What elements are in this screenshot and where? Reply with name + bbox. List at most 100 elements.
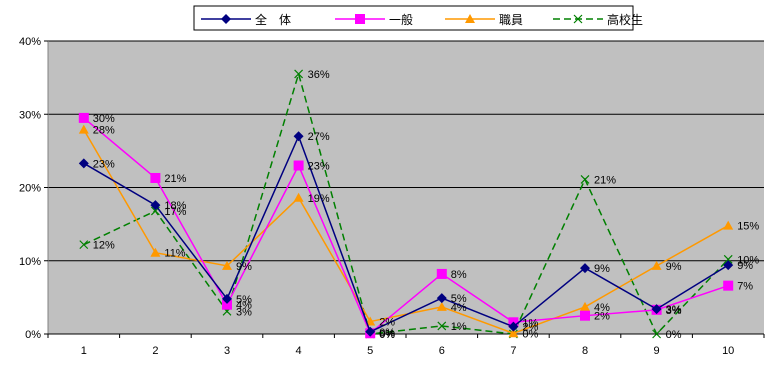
y-tick-label: 0% [25, 329, 41, 341]
data-point [580, 310, 590, 321]
data-label: 23% [308, 161, 330, 173]
series-line [83, 117, 729, 335]
data-label: 21% [594, 174, 616, 186]
data-point [78, 112, 89, 123]
data-label: 1% [451, 321, 467, 333]
data-point [573, 14, 583, 24]
data-point [365, 326, 376, 337]
data-label: 2% [379, 317, 395, 329]
data-point [293, 131, 304, 142]
data-label: 2% [594, 311, 610, 323]
y-tick-label: 10% [19, 256, 41, 268]
data-point [221, 14, 231, 24]
data-point [580, 263, 590, 274]
x-tick-label: 8 [582, 345, 588, 357]
series-1 [78, 131, 734, 337]
data-point [355, 14, 365, 24]
data-label: 0% [522, 328, 538, 340]
data-label: 30% [93, 113, 115, 125]
x-tick-label: 7 [510, 345, 516, 357]
data-point [222, 293, 232, 304]
data-point [78, 124, 89, 134]
data-point [436, 293, 447, 304]
data-label: 0% [379, 327, 395, 339]
data-label: 3% [666, 305, 682, 317]
data-point [508, 328, 519, 338]
data-label: 1% [522, 317, 538, 329]
data-point [437, 321, 447, 331]
data-point [652, 329, 662, 339]
x-tick-label: 1 [81, 345, 87, 357]
x-axis-ticks: 1 2 3 4 5 6 7 8 9 10 [47, 334, 765, 357]
data-label: 5% [451, 293, 467, 305]
data-label: 8% [451, 269, 467, 281]
data-labels: 12%17%3%36%0%1%21%0%10%28%11%9%19%2%4%0%… [93, 69, 760, 341]
data-point [723, 254, 733, 264]
data-point [79, 240, 89, 250]
data-point [580, 301, 590, 311]
legend-label: 一般 [389, 12, 413, 27]
data-label: 19% [308, 193, 330, 205]
data-point [293, 160, 304, 171]
data-point [436, 301, 447, 311]
data-label: 11% [164, 248, 185, 260]
legend-label: 職員 [499, 13, 523, 27]
y-axis-ticks: 0% 10% 20% 30% 40% [19, 36, 48, 341]
data-label: 0% [379, 329, 395, 341]
x-tick-label: 5 [367, 345, 373, 357]
series-group [78, 69, 734, 339]
data-label: 9% [236, 261, 252, 273]
data-label: 27% [308, 131, 330, 143]
data-label: 10% [737, 254, 759, 266]
x-tick-label: 2 [152, 345, 158, 357]
data-point [723, 220, 734, 230]
data-label: 9% [666, 261, 682, 273]
data-label: 5% [236, 294, 252, 306]
data-label: 4% [594, 302, 610, 314]
data-label: 7% [737, 281, 753, 293]
x-tick-label: 9 [654, 345, 660, 357]
legend-label: 全 体 [255, 12, 291, 27]
series-line [83, 134, 729, 333]
legend-label: 高校生 [607, 12, 643, 27]
data-point [78, 158, 89, 169]
data-label: 3% [236, 306, 252, 318]
data-point [580, 175, 590, 184]
x-tick-label: 10 [722, 345, 734, 357]
data-label: 21% [164, 173, 186, 185]
data-point [723, 280, 734, 291]
data-label: 28% [93, 125, 115, 137]
data-label: 2% [522, 322, 538, 334]
data-point [651, 304, 662, 315]
data-point [651, 260, 662, 270]
legend: 全 体 一般 職員 高校生 [193, 5, 643, 31]
data-point [723, 260, 734, 271]
data-label: 18% [164, 200, 186, 212]
data-label: 17% [164, 206, 186, 218]
data-point [222, 260, 232, 270]
data-label: 4% [451, 302, 467, 314]
data-point [222, 299, 232, 310]
y-tick-label: 40% [19, 36, 41, 48]
data-point [293, 192, 304, 202]
x-tick-label: 6 [439, 345, 445, 357]
data-label: 12% [93, 240, 115, 252]
y-tick-label: 30% [19, 109, 41, 121]
data-point [436, 268, 447, 279]
data-point [150, 200, 161, 211]
data-label: 0% [379, 328, 395, 340]
data-label: 3% [666, 304, 682, 316]
data-point [294, 69, 304, 79]
y-tick-label: 20% [19, 183, 41, 195]
x-tick-label: 4 [296, 345, 302, 357]
data-point [508, 321, 519, 332]
data-label: 9% [737, 260, 753, 272]
legend-box [193, 5, 634, 31]
data-label: 9% [594, 263, 610, 275]
data-label: 23% [93, 158, 115, 170]
data-label: 0% [666, 329, 682, 341]
data-point [150, 247, 161, 257]
data-label: 4% [236, 300, 252, 312]
data-point [465, 14, 475, 23]
